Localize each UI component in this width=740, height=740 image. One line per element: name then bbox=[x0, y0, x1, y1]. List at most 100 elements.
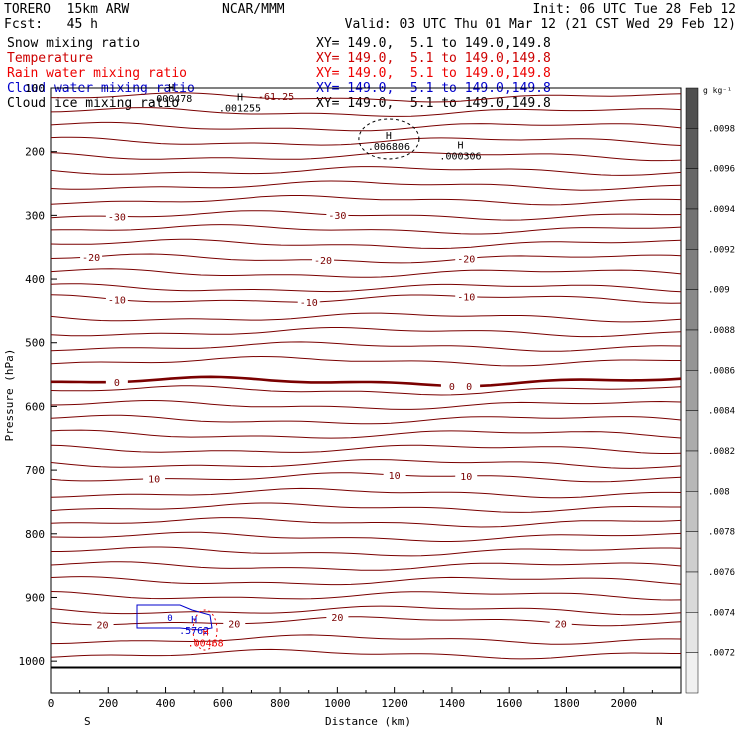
x-tick-label: 1800 bbox=[553, 697, 580, 710]
x-tick-label: 2000 bbox=[610, 697, 637, 710]
colorbar-swatch bbox=[685, 168, 699, 210]
contour-label-bg bbox=[105, 376, 128, 389]
y-tick-label: 800 bbox=[25, 528, 45, 541]
y-tick-label: 200 bbox=[25, 146, 45, 159]
contour-label-bg bbox=[458, 380, 481, 393]
isotherm-line bbox=[50, 429, 682, 439]
colorbar-swatch bbox=[685, 491, 699, 532]
colorbar-swatch bbox=[685, 531, 699, 573]
colorbar-label: .0092 bbox=[708, 245, 735, 255]
contour-label: -10 bbox=[108, 296, 126, 307]
y-tick-label: 1000 bbox=[19, 655, 46, 668]
contour-label: 20 bbox=[555, 619, 567, 630]
max-marker-H: H bbox=[386, 131, 392, 142]
isotherm-line bbox=[50, 238, 682, 250]
contour-label-bg bbox=[312, 253, 335, 266]
field-xy-temperature: XY= 149.0, 5.1 to 149.0,149.8 bbox=[316, 51, 551, 66]
colorbar-swatch bbox=[685, 249, 699, 290]
max-value-label: .00468 bbox=[188, 639, 224, 650]
isotherm-line bbox=[50, 151, 682, 162]
valid-time: Valid: 03 UTC Thu 01 Mar 12 (21 CST Wed … bbox=[344, 17, 736, 32]
field-xy-snow: XY= 149.0, 5.1 to 149.0,149.8 bbox=[316, 36, 551, 51]
isotherm-line bbox=[50, 341, 682, 352]
colorbar-label: .008 bbox=[708, 487, 730, 497]
contour-label: 0 bbox=[114, 378, 120, 389]
contour-label-bg bbox=[383, 468, 406, 481]
x-tick-label: 1200 bbox=[381, 697, 408, 710]
contour-label: -30 bbox=[328, 211, 346, 222]
colorbar-swatch bbox=[685, 329, 699, 371]
contour-label-bg bbox=[455, 469, 478, 482]
contour-label: -10 bbox=[457, 293, 475, 304]
contour-label: 10 bbox=[389, 471, 401, 482]
cloud-water-contour-label: 0 bbox=[167, 614, 172, 624]
model-title: TORERO 15km ARW bbox=[4, 2, 130, 17]
x-tick-label: 1400 bbox=[439, 697, 466, 710]
contour-label-bg bbox=[143, 472, 166, 485]
isotherm-line bbox=[50, 385, 682, 396]
isotherm-line--20 bbox=[50, 253, 682, 264]
max-value-label: .000306 bbox=[439, 152, 481, 163]
y-tick-label: 600 bbox=[25, 400, 45, 413]
colorbar-label: .0074 bbox=[708, 608, 735, 618]
colorbar-swatch bbox=[685, 87, 699, 129]
contour-label: 0 bbox=[449, 382, 455, 393]
max-marker-H: H bbox=[457, 141, 463, 152]
contour-label-bg bbox=[297, 296, 320, 309]
isotherm-line bbox=[50, 107, 682, 117]
contour-label: 20 bbox=[97, 621, 109, 632]
colorbar-swatch bbox=[685, 208, 699, 250]
contour-label-bg bbox=[326, 610, 349, 623]
snow-contour bbox=[358, 118, 420, 160]
isotherm-line bbox=[50, 136, 682, 146]
isotherm-line bbox=[50, 355, 681, 367]
isotherm-line bbox=[50, 576, 682, 586]
isotherm-line bbox=[50, 591, 682, 601]
isotherm-line bbox=[50, 531, 682, 542]
contour-label: -20 bbox=[314, 256, 332, 267]
colorbar-label: .0088 bbox=[708, 326, 735, 336]
y-axis-label: Pressure (hPa) bbox=[3, 349, 16, 442]
start-label-south: S bbox=[84, 715, 91, 728]
colorbar-swatch bbox=[685, 410, 699, 452]
max-marker-H: H bbox=[168, 83, 174, 94]
max-marker-H: H bbox=[203, 628, 209, 639]
isotherm-line bbox=[50, 92, 682, 103]
isotherm-line bbox=[50, 180, 682, 191]
y-tick-label: 700 bbox=[25, 464, 45, 477]
max-value-label: .006806 bbox=[368, 142, 410, 153]
colorbar-label: .0078 bbox=[708, 528, 735, 538]
isotherm-line bbox=[50, 459, 682, 469]
colorbar-swatch bbox=[685, 612, 699, 653]
isotherm-line bbox=[50, 487, 682, 499]
isotherm-line bbox=[50, 517, 682, 528]
colorbar-label: .0096 bbox=[708, 165, 735, 175]
y-tick-label: 300 bbox=[25, 209, 45, 222]
isotherm-line-20 bbox=[50, 616, 682, 627]
init-time: Init: 06 UTC Tue 28 Feb 12 bbox=[532, 2, 737, 17]
contour-label-bg bbox=[105, 210, 128, 223]
colorbar-label: .0082 bbox=[708, 447, 735, 457]
isotherm-line bbox=[50, 312, 682, 323]
colorbar-label: .0094 bbox=[708, 205, 735, 215]
isotherm-line bbox=[50, 283, 682, 293]
contour-label: 10 bbox=[460, 472, 472, 483]
contour-label-bg bbox=[223, 617, 246, 630]
center-title: NCAR/MMM bbox=[222, 2, 285, 17]
x-tick-label: 400 bbox=[156, 697, 176, 710]
x-axis-label: Distance (km) bbox=[325, 715, 411, 728]
contour-label: 20 bbox=[331, 613, 343, 624]
rain-contour bbox=[192, 609, 218, 651]
temperature-annotation: -61.25 bbox=[258, 92, 294, 103]
isotherm-line bbox=[50, 648, 681, 660]
axes: 0 200 400 600 800 1000 1200 1400 1600 1800 2000100… bbox=[19, 82, 653, 710]
colorbar-unit: g kg⁻¹ bbox=[703, 86, 732, 95]
contour-label-bg bbox=[455, 290, 478, 303]
colorbar: .0098 .0096 .0094 .0092 .009 .0088 .0086 .0084.… bbox=[685, 87, 735, 694]
contour-label: -20 bbox=[82, 253, 100, 264]
contour-label-bg bbox=[326, 209, 349, 222]
max-value-label: .001255 bbox=[219, 104, 261, 115]
colorbar-swatch bbox=[685, 289, 699, 331]
isotherm-line bbox=[50, 121, 682, 132]
contour-label: -10 bbox=[300, 298, 318, 309]
